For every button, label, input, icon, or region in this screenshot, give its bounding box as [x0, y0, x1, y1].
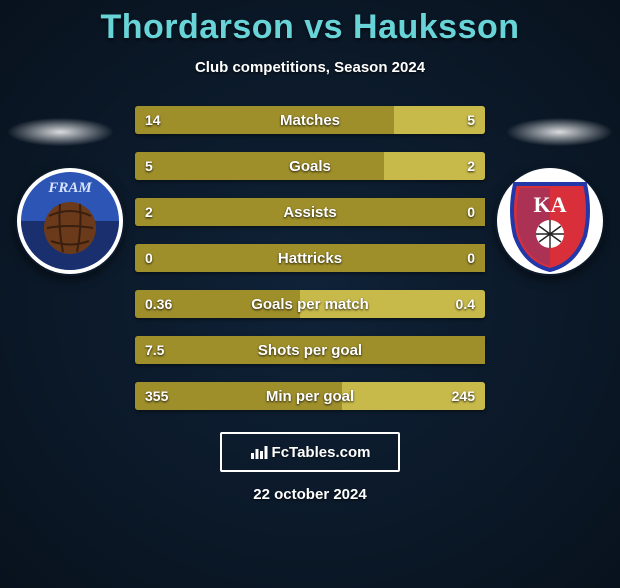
- stat-value-right: 0.4: [456, 296, 475, 312]
- crest-shadow-left: [8, 118, 113, 146]
- stat-value-right: 0: [467, 204, 475, 220]
- stat-row: Shots per goal7.5: [135, 336, 485, 364]
- stat-bar-left: [135, 152, 384, 180]
- stat-bar-left: [135, 198, 485, 226]
- stat-bar-left: [135, 106, 394, 134]
- page-title: Thordarson vs Hauksson: [0, 8, 620, 47]
- stat-bar-left: [135, 336, 485, 364]
- stat-value-left: 14: [145, 112, 161, 128]
- stat-row: Min per goal355245: [135, 382, 485, 410]
- team-crest-right: KA: [495, 166, 605, 276]
- stat-bars: Matches145Goals52Assists20Hattricks00Goa…: [135, 106, 485, 410]
- stat-value-right: 2: [467, 158, 475, 174]
- svg-text:FRAM: FRAM: [47, 180, 92, 196]
- stat-value-left: 0: [145, 250, 153, 266]
- stat-row: Goals per match0.360.4: [135, 290, 485, 318]
- stat-row: Goals52: [135, 152, 485, 180]
- stat-value-right: 0: [467, 250, 475, 266]
- chart-icon: [250, 444, 268, 460]
- stat-value-right: 245: [452, 388, 475, 404]
- crest-shadow-right: [507, 118, 612, 146]
- stat-row: Matches145: [135, 106, 485, 134]
- brand-box[interactable]: FcTables.com: [220, 432, 400, 472]
- stat-value-left: 5: [145, 158, 153, 174]
- svg-text:KA: KA: [534, 192, 567, 217]
- page-subtitle: Club competitions, Season 2024: [0, 59, 620, 76]
- stat-value-left: 7.5: [145, 342, 164, 358]
- comparison-arena: FRAM KA Matches145Goals52Assists20Hattri…: [0, 106, 620, 410]
- stat-row: Hattricks00: [135, 244, 485, 272]
- stat-value-right: 5: [467, 112, 475, 128]
- team-crest-left: FRAM: [15, 166, 125, 276]
- stat-value-left: 355: [145, 388, 168, 404]
- stat-row: Assists20: [135, 198, 485, 226]
- brand-label: FcTables.com: [272, 444, 371, 461]
- stat-bar-left: [135, 244, 485, 272]
- page-date: 22 october 2024: [0, 486, 620, 503]
- stat-value-left: 0.36: [145, 296, 172, 312]
- stat-value-left: 2: [145, 204, 153, 220]
